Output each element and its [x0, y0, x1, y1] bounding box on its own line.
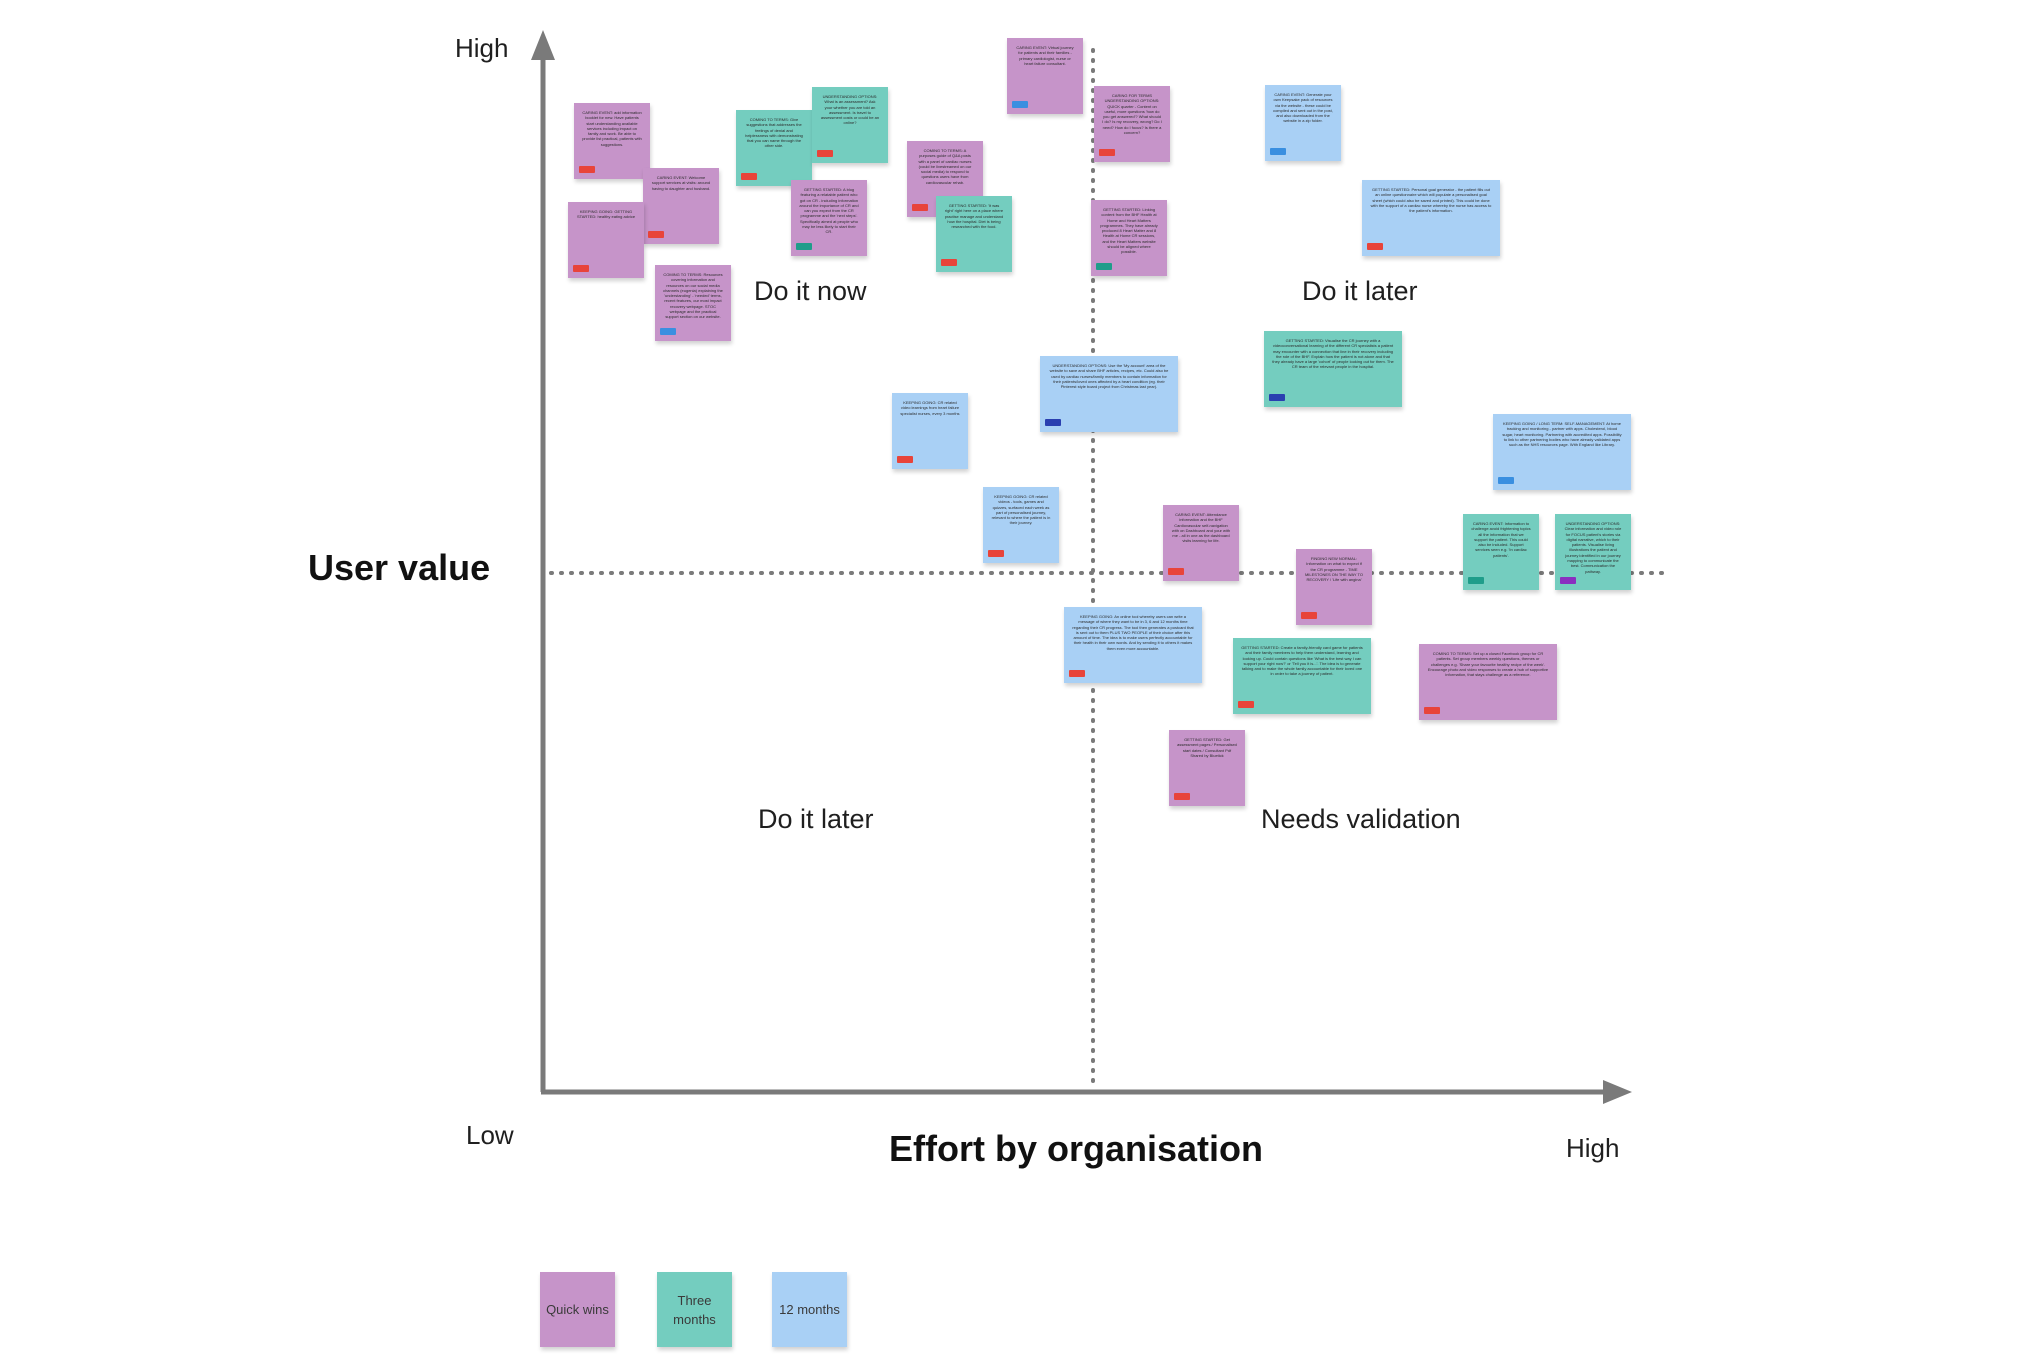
sticky-tag-icon — [897, 456, 913, 463]
sticky-note-text: KEEPING GOING: GETTING STARTED: healthy … — [576, 209, 636, 220]
legend-three-months: Three months — [657, 1272, 732, 1347]
sticky-note[interactable]: CARING EVENT: add information booklet fo… — [574, 103, 650, 179]
sticky-note[interactable]: GETTING STARTED: Create a family-friendl… — [1233, 638, 1371, 714]
sticky-note[interactable]: GETTING STARTED: Personal goal generator… — [1362, 180, 1500, 256]
sticky-note-text: COMING TO TERMS: A purposes guide of Q&A… — [918, 148, 972, 185]
sticky-tag-icon — [1498, 477, 1514, 484]
sticky-tag-icon — [817, 150, 833, 157]
sticky-note[interactable]: GETTING STARTED: Get assessment pages / … — [1169, 730, 1245, 806]
sticky-note[interactable]: KEEPING GOING / LONG TERM: SELF-MANAGEME… — [1493, 414, 1631, 490]
sticky-note-text: CARING FOR TERMS UNDERSTANDING OPTIONS: … — [1102, 93, 1162, 136]
sticky-note[interactable]: COMING TO TERMS: Set up a closed Faceboo… — [1419, 644, 1557, 720]
sticky-tag-icon — [1099, 149, 1115, 156]
sticky-tag-icon — [1045, 419, 1061, 426]
sticky-note-text: COMING TO TERMS: Give suggestions that a… — [745, 117, 803, 149]
sticky-tag-icon — [741, 173, 757, 180]
sticky-note-text: GETTING STARTED: Personal goal generator… — [1370, 187, 1492, 214]
sticky-tag-icon — [1174, 793, 1190, 800]
sticky-tag-icon — [1069, 670, 1085, 677]
legend-twelve-months-label: 12 months — [779, 1302, 840, 1317]
sticky-note-text: CARING EVENT: add information booklet fo… — [582, 110, 642, 147]
sticky-note-text: UNDERSTANDING OPTIONS: Use the 'My accou… — [1049, 363, 1169, 390]
sticky-note[interactable]: GETTING STARTED: Visualise the CR journe… — [1264, 331, 1402, 407]
sticky-note[interactable]: UNDERSTANDING OPTIONS: Clear information… — [1555, 514, 1631, 590]
quadrant-label-do-it-later-bottom: Do it later — [758, 804, 874, 834]
sticky-note-text: KEEPING GOING: CR related videos - tools… — [991, 494, 1051, 526]
sticky-note-text: KEEPING GOING: An online tool whereby us… — [1072, 614, 1194, 651]
sticky-note-text: CARING EVENT: Information to challenge a… — [1471, 521, 1531, 558]
sticky-note[interactable]: GETTING STARTED: A blog featuring a rela… — [791, 180, 867, 256]
sticky-tag-icon — [1270, 148, 1286, 155]
sticky-note[interactable]: CARING EVENT: Generate your own Keepsake… — [1265, 85, 1341, 161]
sticky-note[interactable]: KEEPING GOING: CR related video learning… — [892, 393, 968, 469]
sticky-note-text: CARING EVENT: Virtual journey for patien… — [1016, 45, 1074, 66]
quadrant-label-do-it-now: Do it now — [754, 276, 867, 306]
sticky-note-text: UNDERSTANDING OPTIONS: What is an assess… — [820, 94, 880, 126]
sticky-note-text: KEEPING GOING: CR related video learning… — [900, 400, 960, 416]
sticky-tag-icon — [1168, 568, 1184, 575]
sticky-note-text: GETTING STARTED: Visualise the CR journe… — [1272, 338, 1394, 370]
sticky-note[interactable]: KEEPING GOING: CR related videos - tools… — [983, 487, 1059, 563]
sticky-tag-icon — [660, 328, 676, 335]
sticky-note[interactable]: CARING FOR TERMS UNDERSTANDING OPTIONS: … — [1094, 86, 1170, 162]
sticky-note[interactable]: COMING TO TERMS: Give suggestions that a… — [736, 110, 812, 186]
sticky-tag-icon — [1301, 612, 1317, 619]
y-axis-title: User value — [308, 547, 491, 588]
sticky-note[interactable]: KEEPING GOING: An online tool whereby us… — [1064, 607, 1202, 683]
y-axis-arrow-icon — [531, 30, 555, 60]
sticky-tag-icon — [912, 204, 928, 211]
legend-quick-wins: Quick wins — [540, 1272, 615, 1347]
sticky-note-text: CARING EVENT: Attendance information and… — [1171, 512, 1231, 544]
legend-three-months-label: Three months — [673, 1292, 716, 1327]
sticky-tag-icon — [648, 231, 664, 238]
legend-twelve-months: 12 months — [772, 1272, 847, 1347]
sticky-tag-icon — [573, 265, 589, 272]
sticky-tag-icon — [579, 166, 595, 173]
sticky-note-text: UNDERSTANDING OPTIONS: Clear information… — [1564, 521, 1622, 574]
sticky-tag-icon — [796, 243, 812, 250]
sticky-note[interactable]: KEEPING GOING: GETTING STARTED: healthy … — [568, 202, 644, 278]
sticky-tag-icon — [1367, 243, 1383, 250]
sticky-note-text: GETTING STARTED: Create a family-friendl… — [1241, 645, 1363, 677]
sticky-tag-icon — [1468, 577, 1484, 584]
sticky-note[interactable]: COMING TO TERMS: Resources covering info… — [655, 265, 731, 341]
sticky-note-text: COMING TO TERMS: Set up a closed Faceboo… — [1427, 651, 1549, 678]
sticky-note[interactable]: CARING EVENT: Virtual journey for patien… — [1007, 38, 1083, 114]
y-axis-high-label: High — [455, 33, 509, 63]
sticky-note[interactable]: CARING EVENT: Information to challenge a… — [1463, 514, 1539, 590]
sticky-note-text: COMING TO TERMS: Resources covering info… — [663, 272, 723, 320]
sticky-note-text: KEEPING GOING / LONG TERM: SELF-MANAGEME… — [1502, 421, 1622, 448]
sticky-note[interactable]: CARING EVENT: Welcome support services a… — [643, 168, 719, 244]
sticky-tag-icon — [1096, 263, 1112, 270]
sticky-note-text: GETTING STARTED: A blog featuring a rela… — [799, 187, 859, 235]
legend-quick-wins-label: Quick wins — [546, 1302, 609, 1317]
sticky-note-text: CARING EVENT: Generate your own Keepsake… — [1273, 92, 1333, 124]
sticky-note[interactable]: UNDERSTANDING OPTIONS: Use the 'My accou… — [1040, 356, 1178, 432]
sticky-note-text: GETTING STARTED: Get assessment pages / … — [1177, 737, 1237, 758]
sticky-note[interactable]: GETTING STARTED: Linking content from th… — [1091, 200, 1167, 276]
quadrant-label-do-it-later-top: Do it later — [1302, 276, 1418, 306]
sticky-tag-icon — [1269, 394, 1285, 401]
sticky-note[interactable]: CARING EVENT: Attendance information and… — [1163, 505, 1239, 581]
sticky-tag-icon — [1424, 707, 1440, 714]
y-axis-low-label: Low — [466, 1120, 514, 1150]
sticky-note[interactable]: GETTING STARTED: 'It was right' right he… — [936, 196, 1012, 272]
sticky-note[interactable]: UNDERSTANDING OPTIONS: What is an assess… — [812, 87, 888, 163]
sticky-note-text: GETTING STARTED: 'It was right' right he… — [944, 203, 1004, 230]
sticky-note[interactable]: FINDING NEW NORMAL: Information on what … — [1296, 549, 1372, 625]
sticky-tag-icon — [1012, 101, 1028, 108]
x-axis-title: Effort by organisation — [889, 1128, 1264, 1169]
x-axis-arrow-icon — [1603, 1080, 1632, 1104]
quadrant-label-needs-validation: Needs validation — [1261, 804, 1461, 834]
sticky-note-text: CARING EVENT: Welcome support services a… — [651, 175, 711, 191]
sticky-note-text: GETTING STARTED: Linking content from th… — [1100, 207, 1158, 255]
sticky-tag-icon — [941, 259, 957, 266]
sticky-note-text: FINDING NEW NORMAL: Information on what … — [1304, 556, 1364, 583]
sticky-tag-icon — [988, 550, 1004, 557]
sticky-tag-icon — [1560, 577, 1576, 584]
x-axis-high-label: High — [1566, 1133, 1620, 1163]
sticky-tag-icon — [1238, 701, 1254, 708]
